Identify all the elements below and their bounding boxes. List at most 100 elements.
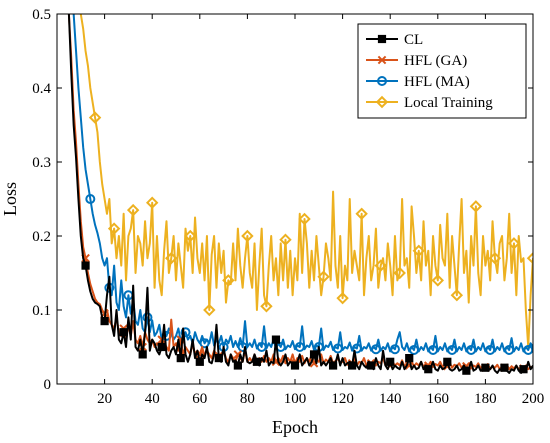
- legend-swatch-marker: [377, 76, 387, 86]
- legend-label: HFL (MA): [404, 74, 470, 90]
- data-point: [241, 229, 254, 243]
- x-axis-label: Epoch: [272, 417, 318, 437]
- data-point: [199, 338, 210, 349]
- data-point: [100, 317, 109, 326]
- data-point: [355, 207, 368, 221]
- legend-swatch-marker: [375, 95, 389, 109]
- data-point: [138, 350, 147, 359]
- data-point: [507, 237, 521, 250]
- data-point: [157, 342, 166, 352]
- data-point: [203, 303, 216, 317]
- x-tick-label: 40: [145, 391, 160, 407]
- data-point: [412, 244, 425, 258]
- data-point: [389, 344, 400, 355]
- data-point: [222, 274, 235, 287]
- data-point: [428, 344, 439, 355]
- data-point: [443, 357, 452, 366]
- data-point: [317, 270, 330, 283]
- data-point: [294, 342, 305, 352]
- data-point: [351, 343, 362, 354]
- data-point: [469, 200, 483, 213]
- x-tick-label: 200: [522, 391, 545, 407]
- legend: CL HFL (GA) HFL (MA) Local Training: [357, 23, 527, 119]
- data-point: [88, 111, 102, 124]
- data-point: [405, 354, 414, 363]
- series-line: [79, 14, 533, 348]
- data-point: [290, 361, 300, 370]
- data-point: [367, 361, 376, 370]
- data-point: [195, 357, 204, 366]
- data-point: [523, 344, 533, 355]
- series-local-training: [79, 14, 533, 348]
- y-tick-label: 0.2: [32, 229, 51, 245]
- data-point: [252, 357, 262, 366]
- y-tick-label: 0.1: [32, 303, 51, 319]
- x-tick-label: 140: [379, 391, 402, 407]
- data-point: [328, 361, 338, 370]
- data-point: [107, 222, 121, 235]
- series-line: [67, 14, 533, 374]
- legend-swatch-marker: [377, 55, 387, 65]
- x-tick-label: 20: [97, 391, 112, 407]
- data-point: [481, 363, 490, 372]
- y-axis-label: Loss: [0, 182, 20, 216]
- data-point: [298, 212, 311, 226]
- data-point: [233, 361, 242, 370]
- data-point: [519, 365, 528, 374]
- data-point: [336, 291, 349, 305]
- data-point: [462, 366, 471, 375]
- data-point: [332, 343, 343, 354]
- data-point: [260, 300, 273, 313]
- x-tick-label: 60: [192, 391, 207, 407]
- data-point: [81, 261, 90, 270]
- tick-layer: 20 40 60 80 100 120 140 160 180 200 0 0.1 0.2 0.3 0.4 0…: [32, 7, 544, 407]
- data-point: [256, 342, 267, 352]
- y-tick-label: 0.3: [32, 155, 51, 171]
- data-point: [374, 259, 387, 272]
- data-point: [165, 251, 178, 265]
- x-tick-label: 100: [284, 391, 307, 407]
- data-point: [126, 203, 140, 217]
- x-tick-label: 160: [427, 391, 450, 407]
- data-point: [184, 229, 197, 243]
- data-point: [424, 365, 433, 374]
- legend-item: CL: [366, 32, 423, 48]
- data-point: [504, 344, 515, 355]
- series-layer: [67, 14, 533, 375]
- data-point: [145, 196, 159, 209]
- data-point: [180, 327, 191, 338]
- legend-item: HFL (MA): [366, 74, 470, 90]
- data-point: [309, 350, 319, 359]
- data-point: [119, 328, 128, 337]
- data-point: [409, 344, 419, 355]
- data-point: [279, 233, 292, 246]
- data-point: [393, 266, 406, 280]
- data-point: [176, 354, 185, 363]
- series-cl: [67, 14, 533, 375]
- legend-label: CL: [404, 32, 423, 48]
- y-tick-label: 0.4: [32, 81, 51, 97]
- x-tick-label: 120: [331, 391, 354, 407]
- data-point: [466, 344, 477, 355]
- legend-swatch-marker: [377, 34, 387, 44]
- data-point: [500, 363, 509, 372]
- data-point: [488, 251, 502, 265]
- data-point: [348, 361, 357, 370]
- x-tick-label: 180: [474, 391, 497, 407]
- y-tick-label: 0.5: [32, 7, 51, 23]
- legend-item: Local Training: [366, 95, 493, 111]
- legend-label: Local Training: [404, 95, 493, 111]
- data-point: [214, 354, 223, 363]
- x-tick-label: 80: [240, 391, 255, 407]
- data-point: [370, 344, 381, 355]
- data-point: [447, 344, 458, 355]
- data-point: [485, 344, 496, 355]
- legend-label: HFL (GA): [404, 53, 467, 69]
- data-point: [271, 335, 281, 344]
- data-point: [431, 274, 445, 287]
- data-point: [237, 342, 248, 352]
- data-point: [85, 194, 96, 204]
- y-tick-label: 0: [44, 377, 52, 393]
